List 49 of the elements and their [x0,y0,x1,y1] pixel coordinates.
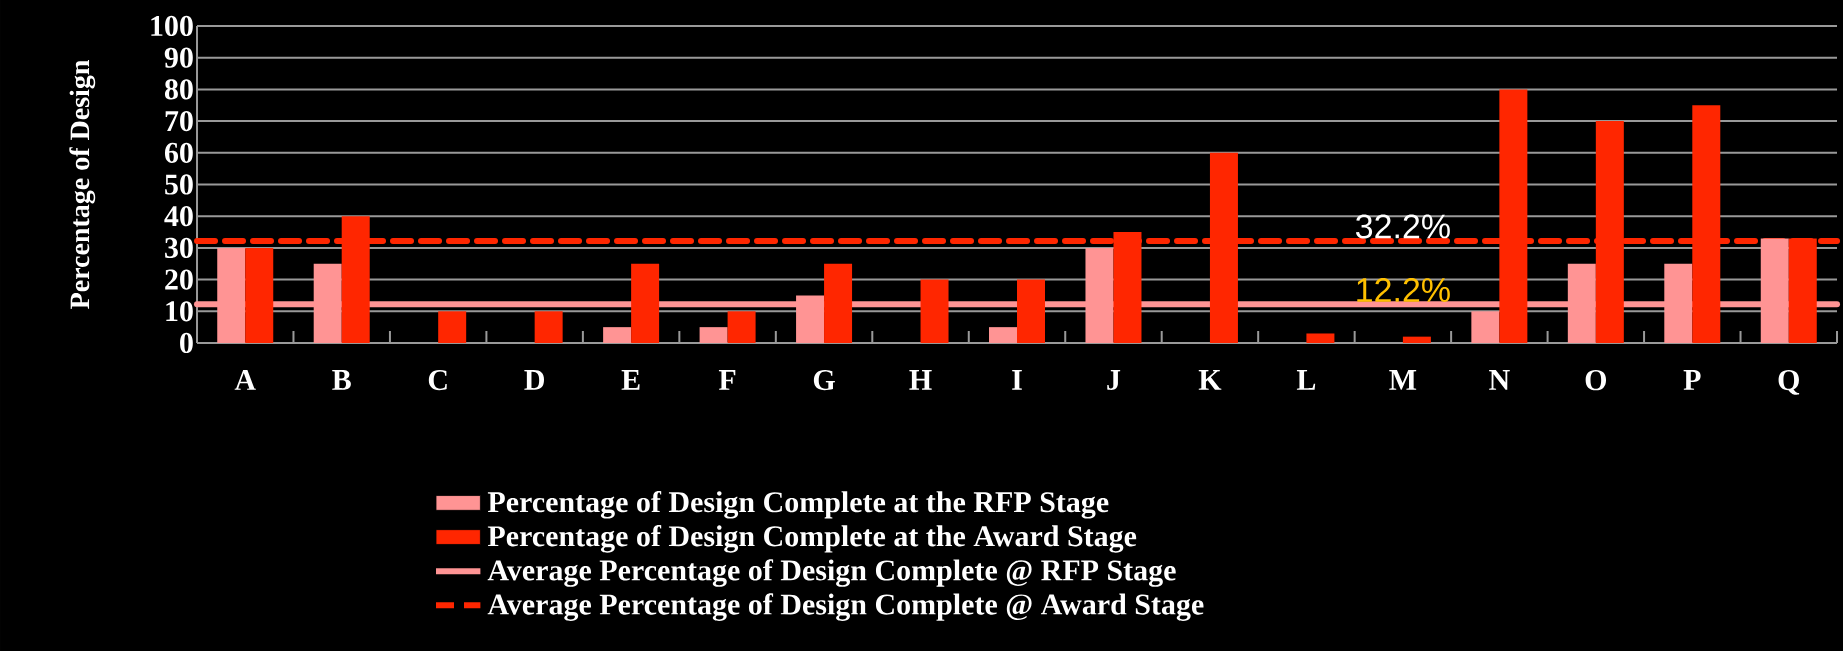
bar [727,311,756,343]
x-tick-label: P [1683,370,1701,390]
bar [1471,311,1500,343]
x-tick-label: N [1489,370,1510,390]
y-tick-label: 40 [164,206,193,227]
x-tick-label: K [1198,370,1222,390]
x-tick-label: M [1389,370,1417,390]
text: Average Percentage of Design Complete @ Award Stage [487,593,1204,621]
x-tick-label: O [1585,370,1607,391]
x-tick-label: J [1107,370,1121,390]
bar [699,327,728,343]
ref-line-label: 32.2% [1355,214,1450,239]
bar [438,311,467,343]
bar [631,263,660,343]
bar [603,327,632,343]
y-tick-label: 0 [180,332,193,354]
y-tick-label: 20 [165,269,193,290]
y-tick-label: 10 [166,301,193,322]
x-tick-label: A [234,370,256,390]
y-tick-label: 100 [151,15,193,37]
bar [1306,333,1335,343]
y-tick-label: 30 [165,237,193,258]
x-tick-label: G [813,370,835,391]
x-tick-label: L [1296,370,1316,390]
bar [920,279,949,343]
x-tick-label: D [524,370,545,390]
x-tick-label: Q [1778,370,1800,395]
bar [989,327,1018,343]
x-tick-label: E [621,370,640,390]
bar [245,247,274,343]
y-tick-label: 90 [164,47,193,68]
x-tick-label: F [718,370,736,390]
legend-label: Percentage of Design Complete at the Award Stage [487,525,1137,553]
x-tick-label: C [428,370,447,391]
y-tick-label: 70 [165,110,193,132]
y-tick-label: 80 [164,79,193,100]
bar [1402,336,1431,343]
bar [824,263,853,343]
bar [1017,279,1045,343]
bar [534,311,563,343]
text: Average Percentage of Design Complete @ RFP Stage [487,559,1176,587]
x-tick-label: H [909,370,932,390]
y-tick-label: 50 [165,174,193,195]
x-tick-label: I [1012,370,1022,390]
ref-line-label: 12.2% [1357,277,1450,302]
y-axis-title: Percentage of Design [69,59,96,309]
legend-label: Percentage of Design Complete at the RFP Stage [487,490,1109,519]
y-tick-label: 60 [164,142,193,163]
x-tick-label: B [332,370,351,390]
